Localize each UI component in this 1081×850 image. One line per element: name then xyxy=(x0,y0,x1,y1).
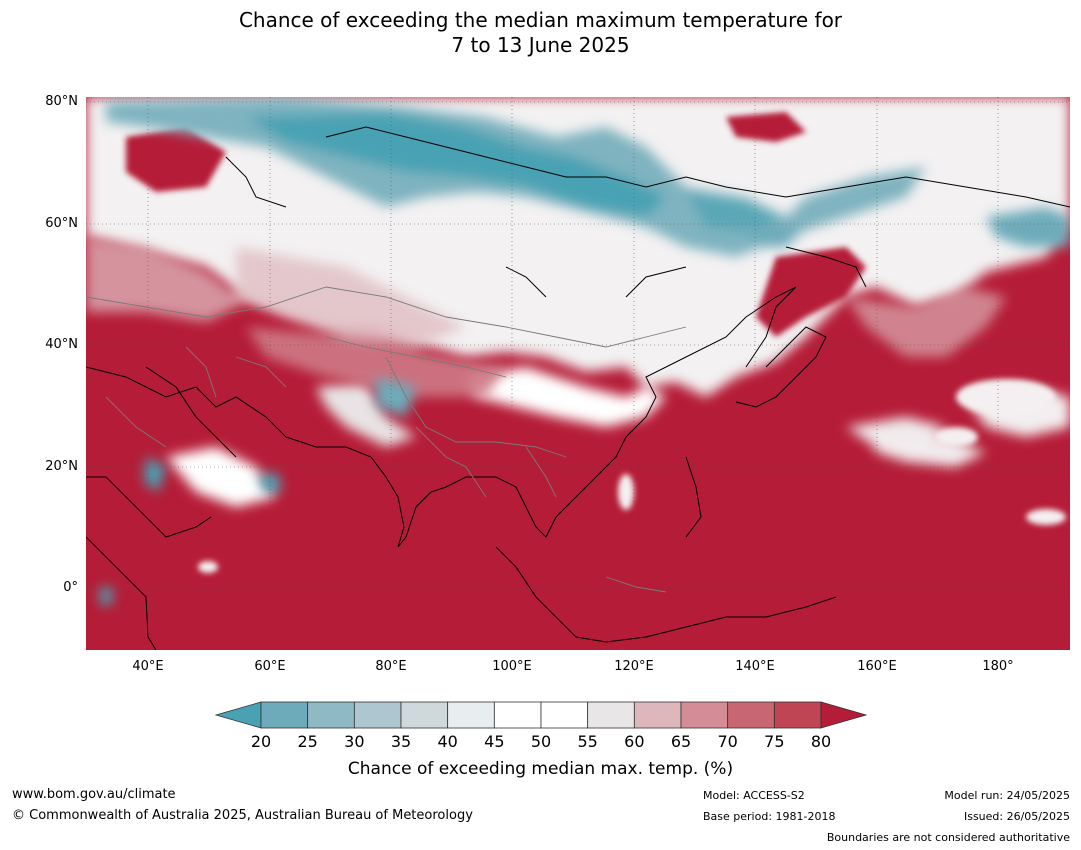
colorbar-tick-label: 55 xyxy=(577,732,598,751)
website-link[interactable]: www.bom.gov.au/climate xyxy=(12,787,176,802)
lon-label-180: 180° xyxy=(982,659,1014,674)
lon-label-60e: 60°E xyxy=(254,659,286,674)
colorbar-segment xyxy=(727,701,775,729)
colorbar-tick-label: 75 xyxy=(764,732,785,751)
colorbar-segment xyxy=(307,701,355,729)
colorbar-tick-label: 25 xyxy=(297,732,318,751)
colorbar-segment xyxy=(633,701,682,729)
colorbar-label: Chance of exceeding median max. temp. (%… xyxy=(347,759,734,779)
warm-core-europe xyxy=(126,112,866,337)
colorbar-tick-label: 80 xyxy=(810,732,832,751)
colorbar xyxy=(214,701,868,729)
lat-label-80n: 80°N xyxy=(45,94,78,109)
model-run-date: Model run: 24/05/2025 xyxy=(944,789,1070,802)
colorbar-segment xyxy=(493,701,542,729)
colorbar-upper-extend xyxy=(820,701,868,729)
colorbar-tick-label: 60 xyxy=(624,732,645,751)
lon-label-160e: 160°E xyxy=(857,659,897,674)
colorbar-tick-label: 20 xyxy=(250,732,272,751)
country-borders xyxy=(86,286,687,593)
boundaries-disclaimer: Boundaries are not considered authoritat… xyxy=(826,831,1070,844)
colorbar-tick-label: 40 xyxy=(437,732,458,751)
map-title: Chance of exceeding the median maximum t… xyxy=(0,8,1081,58)
colorbar-segment xyxy=(680,701,729,729)
lat-label-40n: 40°N xyxy=(45,337,78,352)
lon-label-100e: 100°E xyxy=(492,659,532,674)
lat-label-20n: 20°N xyxy=(45,459,78,474)
lon-label-120e: 120°E xyxy=(614,659,654,674)
colorbar-tick-label: 45 xyxy=(484,732,505,751)
colorbar-segment xyxy=(400,701,449,729)
lon-label-140e: 140°E xyxy=(735,659,775,674)
colorbar-segment xyxy=(587,701,635,729)
warm-transition xyxy=(86,237,1006,397)
coastlines xyxy=(86,126,1070,650)
graticule xyxy=(86,97,1070,650)
colorbar-segment xyxy=(353,701,402,729)
cool-region xyxy=(100,97,1070,605)
colorbar-segment xyxy=(540,701,589,729)
colorbar-segments xyxy=(214,701,868,729)
colorbar-tick-label: 70 xyxy=(717,732,738,751)
pacific-spots xyxy=(198,379,1066,573)
colorbar-tick-label: 35 xyxy=(390,732,412,751)
colorbar-segment xyxy=(447,701,495,729)
map-canvas xyxy=(86,97,1070,650)
lat-label-equator: 0° xyxy=(63,580,78,595)
colorbar-tick-label: 65 xyxy=(670,732,692,751)
colorbar-tick-label: 50 xyxy=(530,732,552,751)
title-line-1: Chance of exceeding the median maximum t… xyxy=(238,8,843,32)
title-line-2: 7 to 13 June 2025 xyxy=(451,33,630,57)
colorbar-tick-label: 30 xyxy=(344,732,365,751)
base-period: Base period: 1981-2018 xyxy=(703,810,836,823)
colorbar-segment xyxy=(773,701,822,729)
lon-label-40e: 40°E xyxy=(132,659,164,674)
colorbar-segment xyxy=(260,701,309,729)
model-name: Model: ACCESS-S2 xyxy=(703,789,805,802)
lat-label-60n: 60°N xyxy=(45,216,78,231)
probability-map xyxy=(86,97,1070,650)
issued-date: Issued: 26/05/2025 xyxy=(963,810,1070,823)
lon-label-80e: 80°E xyxy=(375,659,407,674)
colorbar-lower-extend xyxy=(214,701,262,729)
copyright-text: © Commonwealth of Australia 2025, Austra… xyxy=(12,808,473,823)
